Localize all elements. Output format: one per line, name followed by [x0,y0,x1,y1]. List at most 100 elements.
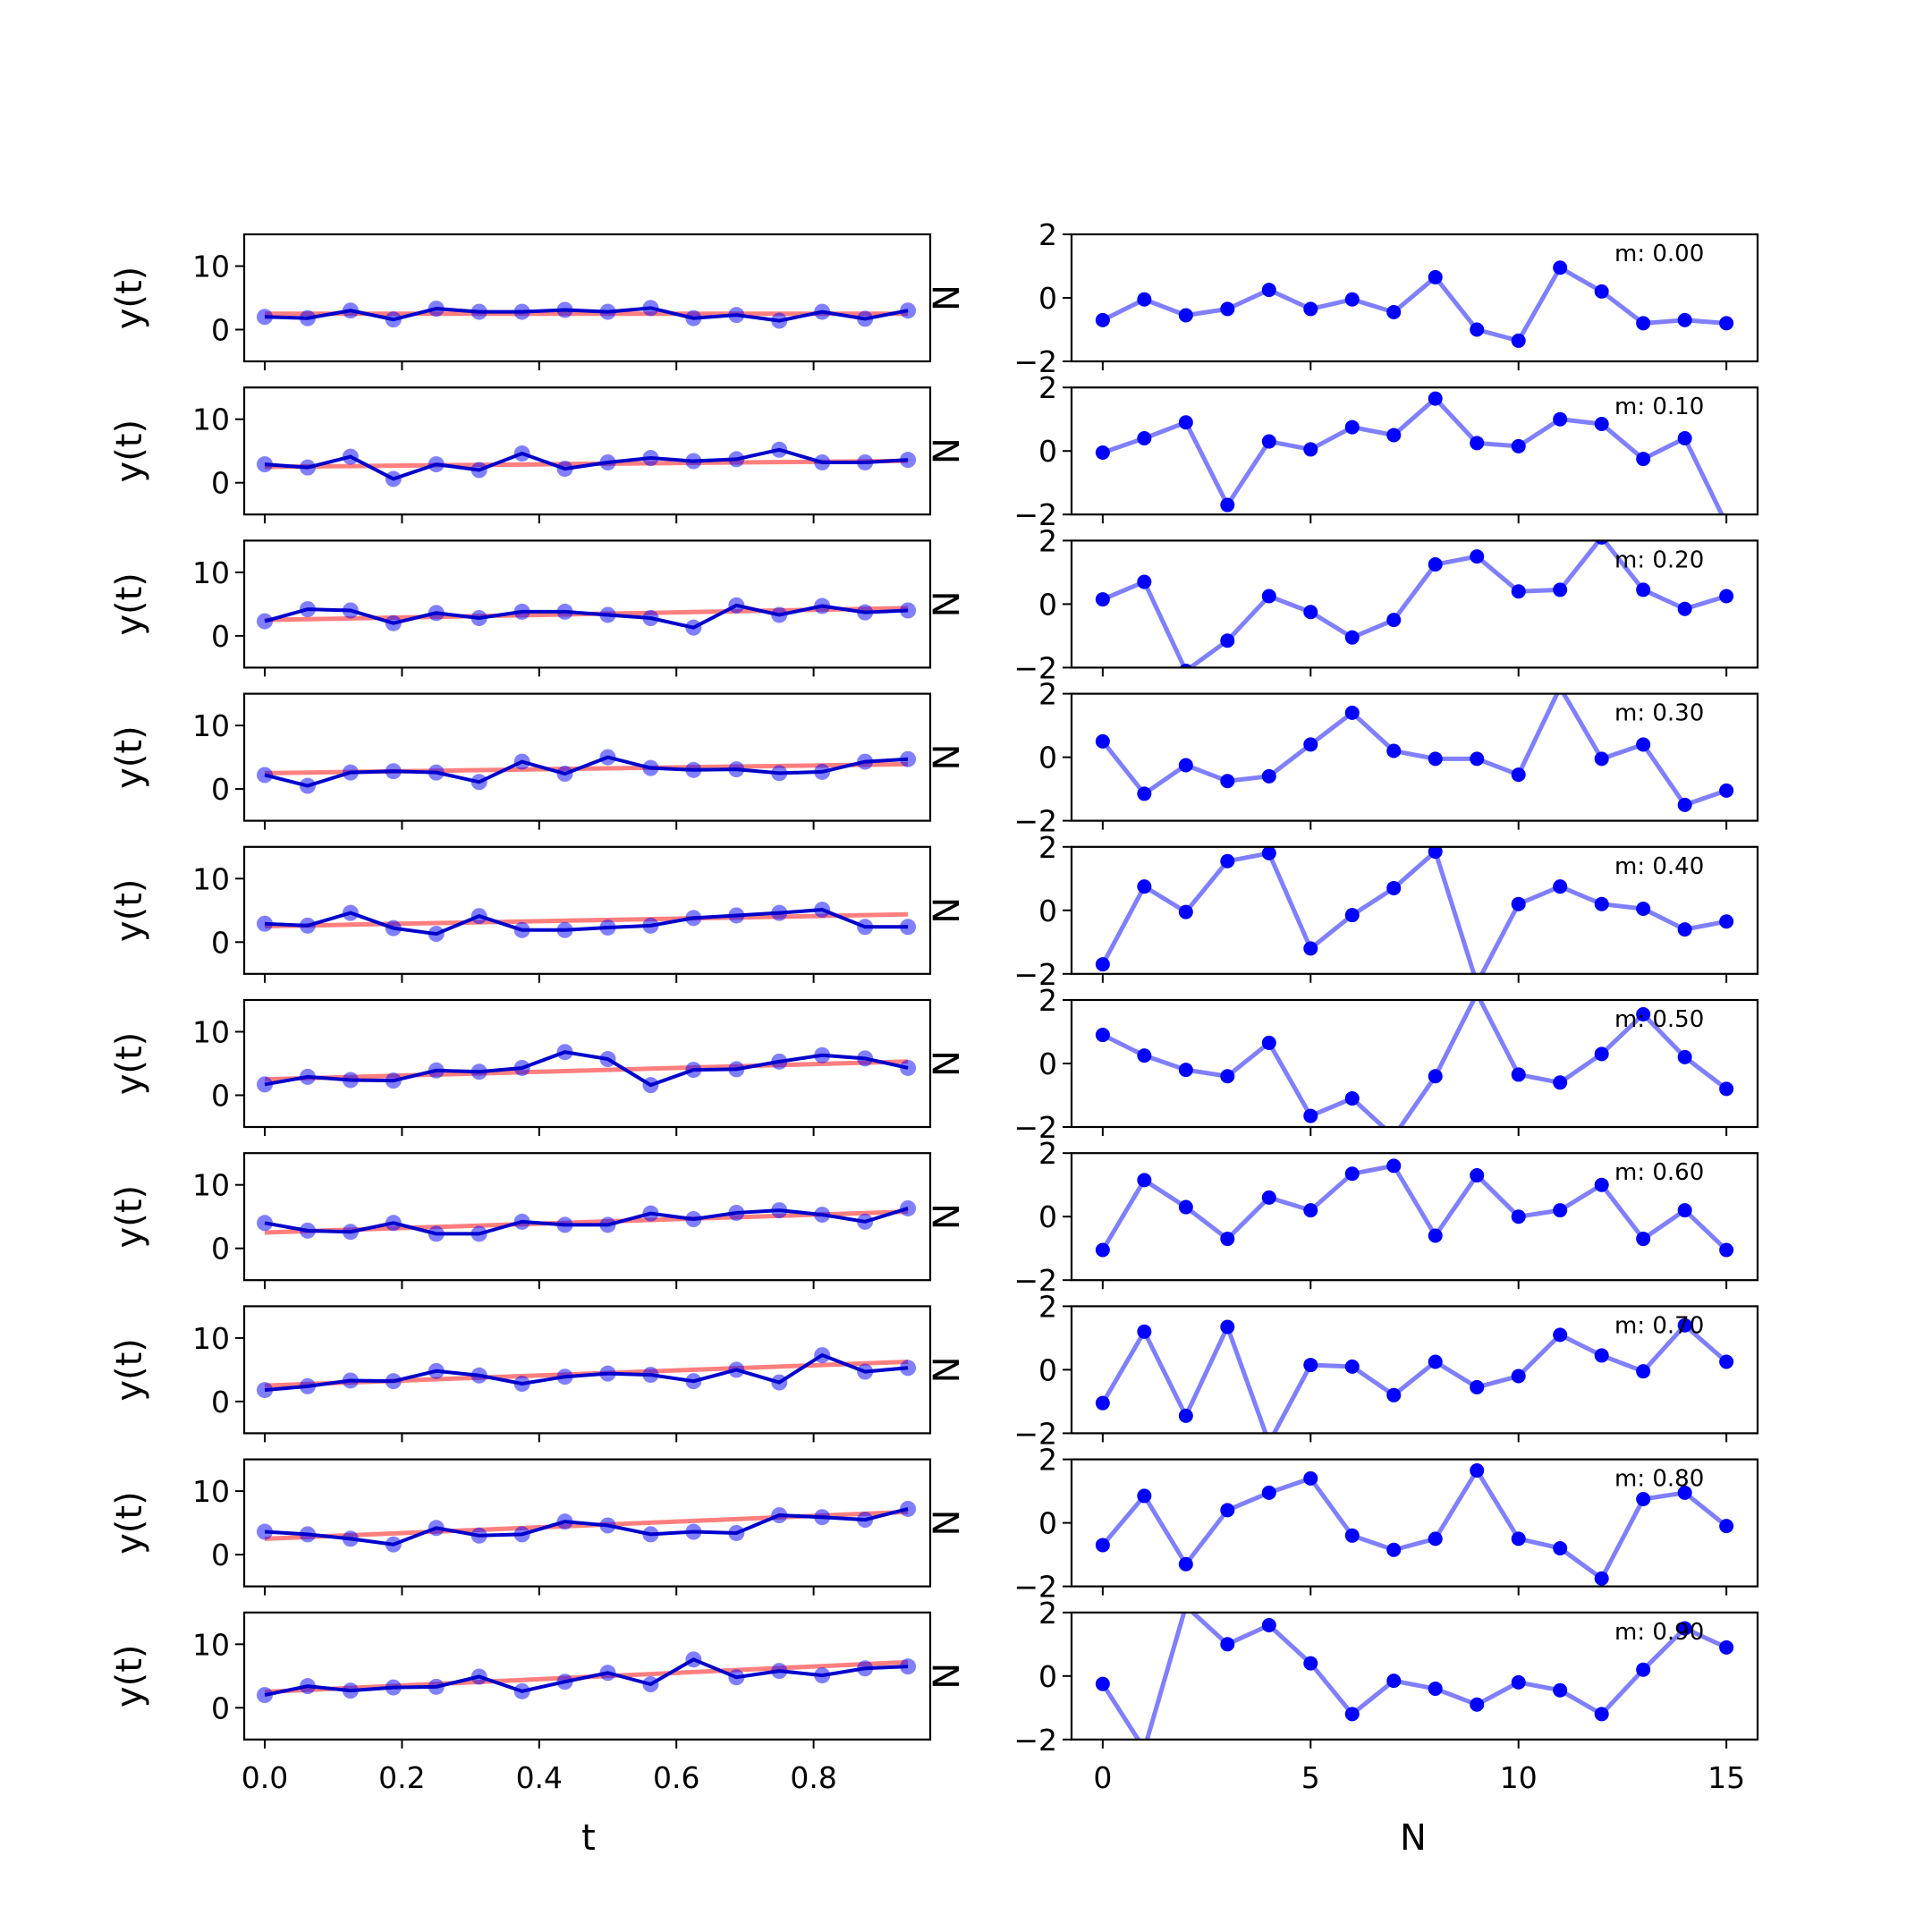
residual-line [1100,693,1727,808]
x-tick-label: 0.4 [516,1760,563,1795]
x-tick-label: 10 [1500,1760,1538,1795]
y-tick-label: 0 [1038,1352,1057,1387]
residual-point [1178,1408,1193,1423]
right-panel-3: N −2 0 2 m: 0.30 [927,677,1759,839]
left-y-axis-label: y(t) [109,1491,150,1555]
residual-point [1636,452,1651,467]
right-y-axis-label: N [927,1663,968,1690]
residual-line [1100,1466,1728,1582]
residual-point [1220,774,1235,789]
residual-point [1303,301,1318,317]
residual-point [1095,592,1110,607]
left-axes-frame [242,1458,932,1588]
left-axes-frame [242,998,932,1129]
right-y-axis-label: N [927,1356,968,1383]
right-plot-area-0 [1095,260,1734,348]
residual-point [1386,743,1402,758]
residual-point [1137,431,1152,445]
residual-line [1100,1612,1728,1740]
y-tick-label: −2 [1013,1263,1057,1298]
residual-line [1101,540,1727,668]
residual-point [1553,1075,1568,1090]
left-plot-area-1 [257,441,917,487]
residual-point [1594,1707,1609,1722]
residual-point [1303,1656,1318,1671]
residual-point [1511,896,1526,911]
residual-point [1719,783,1734,798]
fit-line [264,911,909,929]
residual-point [1261,1618,1276,1632]
residual-point [1428,391,1443,406]
y-tick-label: 2 [1038,1443,1057,1478]
right-y-axis-label: N [927,1050,968,1077]
left-panel-4: 0 10 y(t) [109,845,932,983]
residual-point [1386,304,1402,319]
left-plot-area-9 [257,1651,917,1704]
residual-point [1636,1006,1651,1021]
residual-point [1719,1242,1734,1258]
residual-point [1470,1168,1485,1183]
y-tick-label: 10 [192,1627,230,1662]
right-plot-area-9 [1095,1612,1734,1740]
residual-point [1511,767,1526,783]
residual-point [1303,1108,1318,1123]
residual-point [1511,584,1526,599]
x-tick-label: 15 [1707,1760,1745,1795]
residual-point [1553,260,1568,275]
residual-point [1594,1046,1609,1062]
left-axes-frame [242,1305,932,1435]
residual-point [1220,1503,1235,1518]
residual-point [1137,1173,1152,1188]
y-tick-label: 0 [1038,741,1057,775]
residual-point [1220,1232,1235,1247]
y-tick-label: 10 [192,1474,230,1509]
residual-point [1636,316,1651,331]
residual-point [1594,1571,1609,1586]
left-plot-area-8 [257,1500,917,1553]
y-tick-label: −2 [1013,1110,1057,1145]
residual-point [1303,1358,1318,1373]
data-line [264,1657,909,1698]
y-tick-label: 0 [211,772,230,807]
residual-point [1553,1327,1568,1343]
residual-point [1095,312,1110,327]
y-tick-label: 10 [192,1015,230,1050]
left-panel-5: 0 10 y(t) [109,998,932,1136]
y-tick-label: 10 [192,250,230,284]
x-tick-label: 0.8 [790,1760,836,1795]
y-tick-label: −2 [1013,497,1057,532]
residual-point [1137,1488,1152,1504]
right-panel-1: N −2 0 2 m: 0.10 [927,370,1759,532]
residual-point [1178,415,1193,430]
residual-point [1636,902,1651,917]
residual-point [1719,316,1734,331]
residual-point [1511,1368,1526,1384]
residual-point [1470,322,1485,337]
residual-point [1428,1069,1443,1084]
residual-point [1303,941,1318,956]
left-axes-frame [242,539,932,669]
residual-point [1470,1463,1485,1479]
residual-point [1344,908,1360,923]
y-tick-label: −2 [1013,1570,1057,1605]
residual-point [1677,1203,1692,1218]
y-tick-label: 0 [1038,1046,1057,1081]
left-axes-frame [242,1152,932,1282]
left-y-axis-label: y(t) [109,879,150,943]
residual-point [1636,737,1651,752]
left-y-axis-label: y(t) [109,1645,150,1708]
residual-point [1719,1354,1734,1369]
left-y-axis-label: y(t) [109,267,150,330]
y-tick-label: 2 [1038,830,1057,865]
y-tick-label: 2 [1038,677,1057,712]
residual-point [1344,1707,1360,1722]
y-tick-label: 10 [192,402,230,437]
residual-point [1719,1081,1734,1097]
left-plot-area-2 [257,597,917,636]
left-panel-6: 0 10 y(t) [109,1152,932,1290]
residual-point [1344,705,1360,720]
residual-point [1636,1232,1651,1247]
left-plot-area-3 [257,749,917,794]
left-panel-7: 0 10 y(t) [109,1305,932,1443]
right-plot-area-1 [1095,391,1724,515]
